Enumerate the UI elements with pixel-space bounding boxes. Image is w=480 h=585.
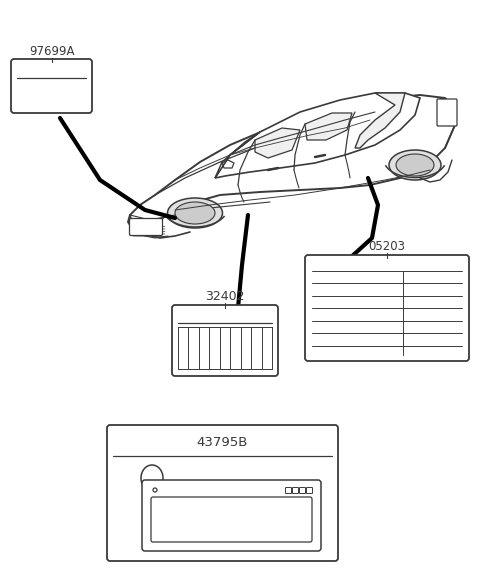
Ellipse shape	[141, 465, 163, 491]
FancyBboxPatch shape	[437, 99, 457, 126]
FancyBboxPatch shape	[292, 487, 299, 494]
Polygon shape	[215, 93, 420, 178]
Ellipse shape	[168, 198, 223, 228]
Ellipse shape	[175, 202, 215, 224]
Text: 97699A: 97699A	[29, 45, 74, 58]
FancyBboxPatch shape	[151, 497, 312, 542]
Ellipse shape	[389, 150, 441, 180]
Polygon shape	[355, 93, 405, 148]
Circle shape	[153, 488, 157, 492]
FancyBboxPatch shape	[107, 425, 338, 561]
FancyBboxPatch shape	[172, 305, 278, 376]
FancyBboxPatch shape	[142, 480, 321, 551]
Polygon shape	[255, 128, 300, 158]
FancyBboxPatch shape	[11, 59, 92, 113]
FancyBboxPatch shape	[130, 219, 163, 236]
Text: 32402: 32402	[205, 290, 245, 303]
FancyBboxPatch shape	[286, 487, 291, 494]
Text: 05203: 05203	[369, 240, 406, 253]
Ellipse shape	[396, 154, 434, 176]
Polygon shape	[128, 95, 455, 232]
Text: 43795B: 43795B	[197, 435, 248, 449]
FancyBboxPatch shape	[305, 255, 469, 361]
Polygon shape	[215, 132, 260, 178]
FancyBboxPatch shape	[300, 487, 305, 494]
Polygon shape	[305, 113, 352, 140]
FancyBboxPatch shape	[307, 487, 312, 494]
